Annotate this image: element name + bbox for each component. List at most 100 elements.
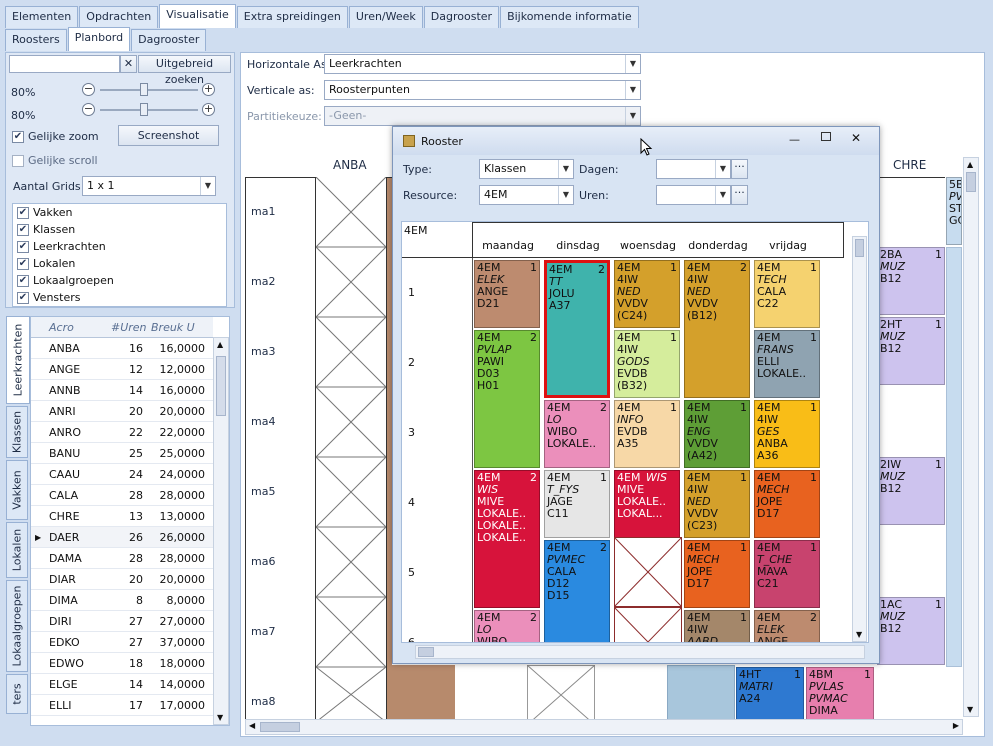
lesson-cell[interactable]: 4EM 4IW NED VVDV (B12) 2 xyxy=(684,260,750,398)
resource-select[interactable]: 4EM ▼ xyxy=(479,185,574,205)
table-row[interactable]: DIRI 27 27,0000 xyxy=(31,611,213,632)
layer-lokalen[interactable]: ✔ Lokalen xyxy=(17,257,76,270)
table-row[interactable]: DIMA 8 8,0000 xyxy=(31,590,213,611)
zoom-in-icon[interactable]: + xyxy=(202,82,215,96)
layer-leerkrachten[interactable]: ✔ Leerkrachten xyxy=(17,240,106,253)
table-row[interactable]: ELGE 14 14,0000 xyxy=(31,674,213,695)
subtab-roosters[interactable]: Roosters xyxy=(5,29,67,51)
zoom-out-icon[interactable]: − xyxy=(82,82,95,96)
clear-search-icon[interactable]: ✕ xyxy=(120,55,137,73)
subtab-dagrooster[interactable]: Dagrooster xyxy=(131,29,207,51)
lesson-cell[interactable] xyxy=(667,665,735,725)
dialog-titlebar[interactable]: Rooster — ✕ xyxy=(393,127,879,155)
main-horizontal-scrollbar[interactable]: ◀ ▶ xyxy=(245,719,963,735)
extended-search-button[interactable]: Uitgebreid zoeken xyxy=(138,55,231,86)
table-row[interactable]: ANRI 20 20,0000 xyxy=(31,401,213,422)
minimize-icon[interactable]: — xyxy=(789,133,800,146)
tab-opdrachten[interactable]: Opdrachten xyxy=(79,6,159,28)
screenshot-button[interactable]: Screenshot xyxy=(118,125,219,146)
close-icon[interactable]: ✕ xyxy=(851,131,862,145)
dialog-vertical-scrollbar[interactable]: ▼ xyxy=(852,236,867,642)
lesson-cell[interactable]: 4EM 4IW GES ANBA A36 1 xyxy=(754,400,820,468)
table-row[interactable]: CALA 28 28,0000 xyxy=(31,485,213,506)
lesson-cell[interactable]: 4EM T_CHE MAVA C21 1 xyxy=(754,540,820,608)
gelijke-scroll-checkbox[interactable]: Gelijke scroll xyxy=(12,154,98,167)
vtab-klassen[interactable]: Klassen xyxy=(6,406,28,458)
lesson-cell[interactable]: 4EM LO WIBO LOKALE.. 2 xyxy=(544,400,610,468)
lesson-cell[interactable]: 5BPVSTGC xyxy=(946,177,962,245)
table-row[interactable]: ANBA 16 16,0000 xyxy=(31,338,213,359)
col-header-uren[interactable]: #Uren xyxy=(111,321,147,334)
table-row[interactable]: DIAR 20 20,0000 xyxy=(31,569,213,590)
horiz-axis-select[interactable]: Leerkrachten ▼ xyxy=(324,54,641,74)
lesson-cell[interactable]: 4EM T_FYS JAGE C11 1 xyxy=(544,470,610,538)
lesson-cell[interactable]: 4EM MECH JOPE D17 1 xyxy=(754,470,820,538)
table-row[interactable]: CAAU 24 24,0000 xyxy=(31,464,213,485)
vtab-lokalen[interactable]: Lokalen xyxy=(6,522,28,578)
layer-vakken[interactable]: ✔ Vakken xyxy=(17,206,73,219)
tab-elementen[interactable]: Elementen xyxy=(5,6,79,28)
table-row[interactable]: EDWO 18 18,0000 xyxy=(31,653,213,674)
zoom-in-icon[interactable]: + xyxy=(202,102,215,116)
zoom-horizontal-slider[interactable] xyxy=(100,81,198,99)
lesson-cell[interactable]: 4EM 4IW GODS EVDB (B32) 1 xyxy=(614,330,680,398)
lesson-cell[interactable]: 4EM ELEK ANGE 2 xyxy=(754,610,820,642)
table-row-selected[interactable]: ▶ DAER 26 26,0000 xyxy=(31,527,213,548)
lesson-cell[interactable]: 4BM PVLAS PVMAC DIMA 1 xyxy=(806,667,874,723)
lesson-cell[interactable]: 4EM TT JOLU A37 2 xyxy=(544,260,610,398)
tab-visualisatie[interactable]: Visualisatie xyxy=(159,4,236,28)
vtab-vakken[interactable]: Vakken xyxy=(6,460,28,520)
lesson-cell[interactable]: 4EM 4IW NED VVDV (C24) 1 xyxy=(614,260,680,328)
table-row[interactable]: CHRE 13 13,0000 xyxy=(31,506,213,527)
subtab-planbord[interactable]: Planbord xyxy=(67,27,131,51)
lesson-cell[interactable]: 1AC MUZ B12 1 xyxy=(877,597,945,665)
lesson-cell[interactable]: 4EM LO WIBO 2 xyxy=(474,610,540,642)
tab-extra-spreidingen[interactable]: Extra spreidingen xyxy=(236,6,348,28)
table-row[interactable]: ANNB 14 16,0000 xyxy=(31,380,213,401)
table-row[interactable]: DAMA 28 28,0000 xyxy=(31,548,213,569)
lesson-cell[interactable]: 2HT MUZ B12 1 xyxy=(877,317,945,385)
main-vertical-scrollbar[interactable]: ▲ ▼ xyxy=(963,157,979,717)
lesson-cell[interactable]: 4EM FRANS ELLI LOKALE.. 1 xyxy=(754,330,820,398)
lesson-cell[interactable] xyxy=(387,665,455,727)
partition-select[interactable]: -Geen- ▼ xyxy=(324,106,641,126)
zoom-vertical-slider[interactable] xyxy=(100,101,198,119)
layer-vensters[interactable]: ✔ Vensters xyxy=(17,291,81,304)
layer-lokaalgroepen[interactable]: ✔ Lokaalgroepen xyxy=(17,274,114,287)
uren-select[interactable]: ▼ xyxy=(656,185,731,205)
vtab-leerkrachten[interactable]: Leerkrachten xyxy=(6,316,30,404)
layer-klassen[interactable]: ✔ Klassen xyxy=(17,223,76,236)
table-row[interactable]: ELLI 17 17,0000 xyxy=(31,695,213,716)
lesson-cell[interactable]: 4EM WIS MIVE LOKALE.. LOKALE.. LOKALE.. 2 xyxy=(474,470,540,608)
grid-vertical-scrollbar[interactable]: ▲ ▼ xyxy=(213,337,229,725)
dagen-select[interactable]: ▼ xyxy=(656,159,731,179)
tab-dagrooster[interactable]: Dagrooster xyxy=(423,6,500,28)
lesson-cell[interactable]: 4EM PVMEC CALA D12 D15 2 xyxy=(544,540,610,642)
gelijke-zoom-checkbox[interactable]: ✔ Gelijke zoom xyxy=(12,130,99,143)
lesson-cell[interactable]: 4EM 4IW AABD 1 xyxy=(684,610,750,642)
search-input[interactable] xyxy=(9,55,120,73)
lesson-cell[interactable]: 2IW MUZ B12 1 xyxy=(877,457,945,525)
lesson-cell[interactable]: 4EM MIVE LOKALE.. LOKAL... WIS xyxy=(614,470,680,538)
aantal-grids-select[interactable]: 1 x 1 ▼ xyxy=(82,176,216,196)
lesson-cell[interactable]: 4EM 4IW ENG VVDV (A42) 1 xyxy=(684,400,750,468)
dialog-horizontal-scrollbar[interactable] xyxy=(415,645,865,659)
vert-axis-select[interactable]: Roosterpunten ▼ xyxy=(324,80,641,100)
lesson-cell[interactable]: 4EM ELEK ANGE D21 1 xyxy=(474,260,540,328)
restore-icon[interactable] xyxy=(821,132,831,141)
type-select[interactable]: Klassen ▼ xyxy=(479,159,574,179)
col-header-breuk[interactable]: Breuk U xyxy=(151,321,195,334)
dagen-ellipsis-button[interactable]: ··· xyxy=(731,159,748,179)
col-header-acro[interactable]: Acro xyxy=(49,321,74,334)
uren-ellipsis-button[interactable]: ··· xyxy=(731,185,748,205)
lesson-cell[interactable]: 4EM INFO EVDB A35 1 xyxy=(614,400,680,468)
table-row[interactable]: ANRO 22 22,0000 xyxy=(31,422,213,443)
lesson-cell[interactable]: 2BA MUZ B12 1 xyxy=(877,247,945,315)
table-row[interactable]: BANU 25 25,0000 xyxy=(31,443,213,464)
table-row[interactable]: ANGE 12 12,0000 xyxy=(31,359,213,380)
lesson-cell[interactable]: 4HT MATRI A24 1 xyxy=(736,667,804,723)
lesson-cell[interactable]: 4EM PVLAP PAWI D03 H01 2 xyxy=(474,330,540,468)
zoom-out-icon[interactable]: − xyxy=(82,102,95,116)
tab-bijkomende-informatie[interactable]: Bijkomende informatie xyxy=(500,6,639,28)
table-row[interactable]: EDKO 27 37,0000 xyxy=(31,632,213,653)
